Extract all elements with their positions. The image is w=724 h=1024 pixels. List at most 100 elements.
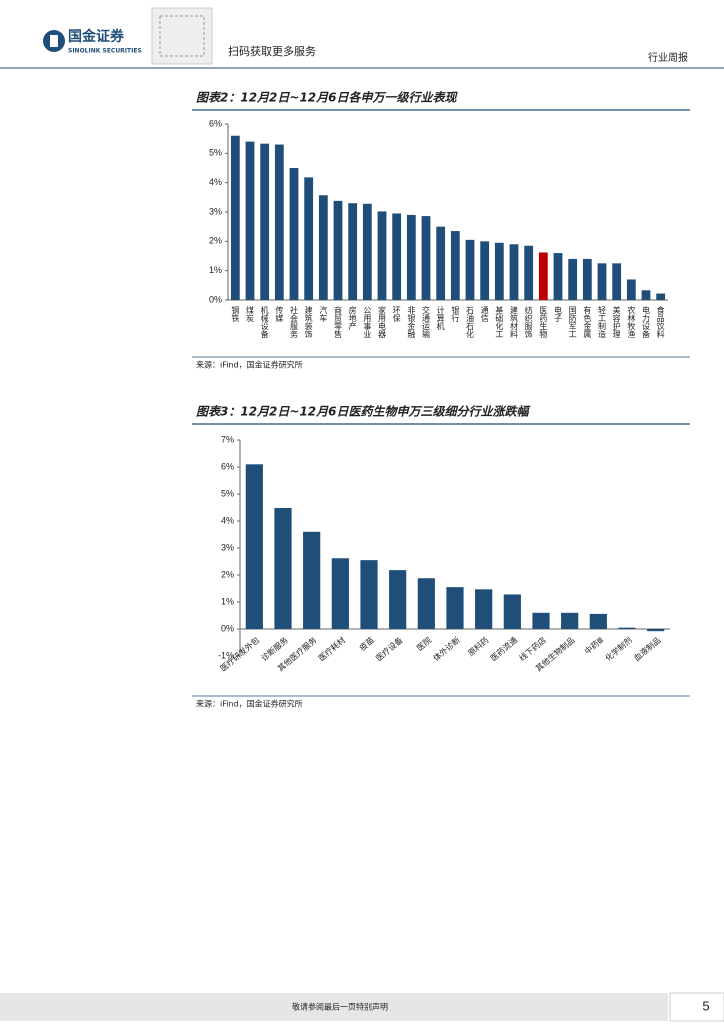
y-tick-label: 3% bbox=[221, 542, 234, 552]
x-tick-label: 建筑装饰 bbox=[304, 305, 313, 339]
bar bbox=[647, 629, 665, 632]
bar bbox=[406, 214, 416, 300]
bar bbox=[303, 531, 321, 629]
x-tick-label: 医疗耗材 bbox=[316, 635, 347, 663]
x-tick-label: 医药流通 bbox=[488, 635, 519, 663]
x-tick-label: 农林牧渔 bbox=[627, 305, 636, 338]
x-tick-label: 纺织服饰 bbox=[524, 305, 533, 339]
bar bbox=[362, 203, 372, 300]
y-tick-label: 5% bbox=[221, 488, 234, 498]
bar bbox=[494, 242, 504, 300]
company-en: SINOLINK SECURITIES bbox=[68, 48, 142, 55]
bar bbox=[304, 177, 314, 300]
y-tick-label: 7% bbox=[221, 434, 234, 444]
bar bbox=[274, 508, 292, 629]
x-tick-label: 钢铁 bbox=[231, 305, 240, 323]
bar bbox=[245, 464, 263, 629]
bar bbox=[553, 253, 563, 300]
bar bbox=[230, 135, 240, 300]
x-tick-label: 商贸零售 bbox=[334, 305, 343, 339]
x-tick-label: 建筑材料 bbox=[510, 305, 519, 339]
qr-code bbox=[151, 7, 213, 65]
x-tick-label: 医疗设备 bbox=[374, 635, 405, 663]
x-tick-label: 银行 bbox=[451, 305, 460, 323]
x-tick-label: 中药Ⅲ bbox=[582, 635, 605, 656]
chart-title: 图表3：12月2日~12月6日医药生物申万三级细分行业涨跌幅 bbox=[196, 405, 532, 419]
bar bbox=[436, 226, 446, 300]
x-tick-label: 汽车 bbox=[319, 305, 328, 323]
bar bbox=[331, 558, 349, 629]
y-tick-label: 0% bbox=[221, 623, 234, 633]
x-tick-label: 社会服务 bbox=[290, 305, 299, 339]
bar bbox=[612, 263, 622, 300]
x-tick-label: 交通运输 bbox=[422, 305, 431, 339]
x-tick-label: 轻工制造 bbox=[598, 305, 607, 339]
bar bbox=[589, 613, 607, 629]
x-tick-label: 化学制剂 bbox=[603, 635, 634, 663]
bar bbox=[618, 627, 636, 629]
bar bbox=[480, 241, 490, 300]
bar bbox=[597, 263, 607, 300]
bar bbox=[582, 258, 592, 300]
y-tick-label: 4% bbox=[221, 515, 234, 525]
bar bbox=[475, 589, 493, 629]
logo-mark bbox=[50, 35, 58, 47]
y-tick-label: 1% bbox=[221, 596, 234, 606]
page-number: 5 bbox=[702, 998, 709, 1013]
bar bbox=[509, 244, 519, 300]
bar bbox=[503, 594, 521, 629]
bar bbox=[532, 612, 550, 629]
source: 来源：iFind，国金证券研究所 bbox=[196, 699, 303, 709]
bar bbox=[538, 252, 548, 300]
footer-bar bbox=[0, 993, 668, 1021]
bar bbox=[289, 168, 299, 300]
x-tick-label: 非银金融 bbox=[407, 305, 416, 339]
bar bbox=[348, 203, 358, 300]
y-tick-label: 6% bbox=[209, 118, 222, 128]
x-tick-label: 有色金属 bbox=[583, 305, 592, 339]
x-tick-label: 传媒 bbox=[275, 305, 284, 323]
x-tick-label: 医药生物 bbox=[539, 306, 548, 339]
x-tick-label: 石油石化 bbox=[466, 306, 475, 339]
y-tick-label: 2% bbox=[221, 569, 234, 579]
source: 来源：iFind，国金证券研究所 bbox=[196, 360, 303, 370]
x-tick-label: 环保 bbox=[392, 306, 401, 323]
chart-title: 图表2：12月2日~12月6日各申万一级行业表现 bbox=[196, 91, 459, 105]
bar bbox=[377, 211, 387, 300]
x-tick-label: 房地产 bbox=[348, 305, 357, 331]
bar bbox=[568, 258, 578, 300]
bar bbox=[417, 578, 435, 629]
x-tick-label: 电子 bbox=[554, 305, 563, 322]
page-box bbox=[669, 992, 724, 1022]
bar bbox=[561, 612, 579, 629]
x-tick-label: 疫苗 bbox=[357, 635, 376, 653]
y-tick-label: 2% bbox=[209, 236, 222, 246]
x-tick-label: 电力设备 bbox=[642, 305, 651, 339]
y-tick-label: 5% bbox=[209, 148, 222, 158]
y-tick-label: -1% bbox=[218, 650, 234, 660]
x-tick-label: 体外诊断 bbox=[431, 635, 462, 663]
bar bbox=[392, 213, 402, 300]
x-tick-label: 基础化工 bbox=[495, 305, 504, 338]
bar bbox=[274, 144, 284, 300]
x-tick-label: 家用电器 bbox=[378, 305, 387, 339]
bar bbox=[421, 216, 431, 300]
report-type: 行业周报 bbox=[648, 51, 688, 64]
bar bbox=[333, 200, 343, 300]
x-tick-label: 血液制品 bbox=[632, 635, 663, 663]
bar bbox=[450, 231, 460, 300]
y-tick-label: 4% bbox=[209, 177, 222, 187]
bar bbox=[360, 560, 378, 629]
x-tick-label: 机械设备 bbox=[260, 305, 269, 339]
x-tick-label: 原料药 bbox=[466, 635, 491, 658]
x-tick-label: 国防军工 bbox=[568, 306, 577, 338]
x-tick-label: 食品饮料 bbox=[656, 305, 665, 339]
bar bbox=[318, 195, 328, 300]
company: 国金证券 bbox=[68, 28, 125, 45]
bar bbox=[389, 570, 407, 629]
x-tick-label: 美容护理 bbox=[612, 305, 621, 338]
x-tick-label: 医院 bbox=[415, 635, 434, 653]
bar bbox=[641, 290, 651, 300]
y-tick-label: 1% bbox=[209, 265, 222, 275]
